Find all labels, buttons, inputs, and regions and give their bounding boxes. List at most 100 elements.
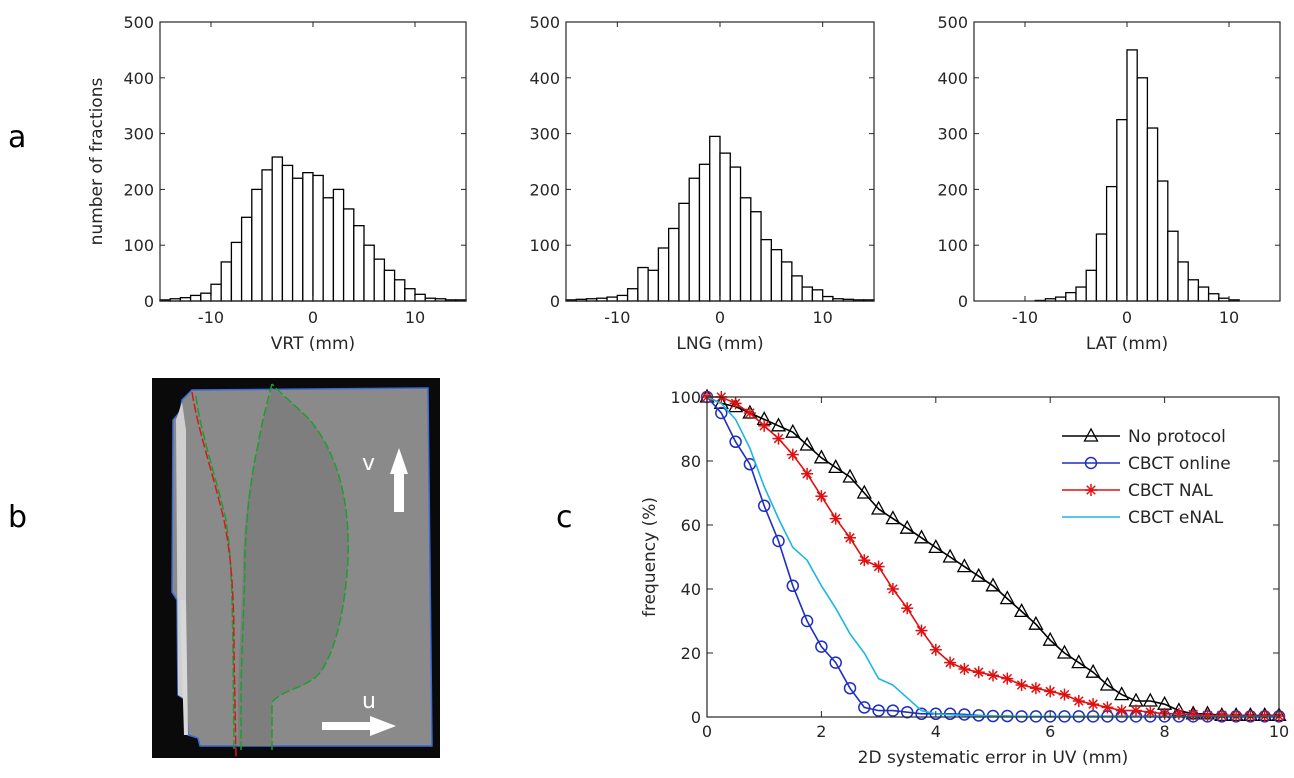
x-tick-label: 0 bbox=[1122, 308, 1132, 327]
x-tick-label: 10 bbox=[1219, 308, 1239, 327]
histogram-bar bbox=[1075, 286, 1087, 302]
legend-entry: CBCT online bbox=[1062, 454, 1231, 474]
histogram-bar bbox=[353, 225, 365, 302]
x-axis-label: 2D systematic error in UV (mm) bbox=[858, 748, 1129, 768]
histogram-bar bbox=[647, 269, 660, 302]
star-marker bbox=[1215, 709, 1228, 722]
histogram-1: 0 100 200 300 400 500 -10 0 10 VRT (mm) number of … bbox=[87, 13, 467, 354]
triangle-marker bbox=[856, 484, 872, 499]
histogram-bar bbox=[1095, 233, 1108, 302]
x-tick-label: -10 bbox=[198, 308, 224, 327]
triangle-marker bbox=[985, 577, 1001, 592]
star-marker bbox=[1087, 698, 1100, 711]
histogram-bar bbox=[322, 197, 335, 302]
star-marker bbox=[1029, 682, 1042, 695]
histogram-bar bbox=[616, 294, 629, 302]
triangle-marker bbox=[842, 468, 858, 483]
x-axis-label: LAT (mm) bbox=[1086, 334, 1168, 354]
circle-marker bbox=[886, 704, 900, 717]
star-marker bbox=[944, 656, 957, 669]
triangle-marker bbox=[828, 459, 844, 474]
u-axis-label: u bbox=[362, 689, 376, 714]
histogram-bar bbox=[291, 177, 304, 302]
x-tick-label: 10 bbox=[812, 308, 832, 327]
histogram-bar bbox=[383, 269, 396, 302]
x-axis-label: LNG (mm) bbox=[676, 334, 763, 354]
x-tick-label: 4 bbox=[931, 722, 941, 741]
star-marker bbox=[972, 666, 985, 679]
y-tick-label: 0 bbox=[691, 708, 701, 727]
green-contour-outer bbox=[240, 383, 349, 750]
x-tick-label: 8 bbox=[1160, 722, 1170, 741]
x-tick-label: -10 bbox=[1012, 308, 1038, 327]
y-tick-label: 400 bbox=[937, 69, 968, 88]
red-contour bbox=[191, 391, 237, 759]
star-marker bbox=[1044, 685, 1057, 698]
circle-marker bbox=[829, 656, 842, 669]
histogram-bar bbox=[791, 275, 803, 302]
star-marker bbox=[801, 467, 814, 480]
y-tick-label: 500 bbox=[529, 13, 560, 32]
legend-label: CBCT eNAL bbox=[1128, 508, 1224, 528]
triangle-marker bbox=[1114, 686, 1130, 701]
triangle-marker bbox=[813, 449, 829, 464]
histogram-bar bbox=[709, 135, 721, 302]
histogram-bar bbox=[668, 227, 680, 302]
histogram-bar bbox=[281, 164, 294, 302]
phantom-left-edge bbox=[180, 600, 188, 735]
triangle-marker bbox=[1085, 663, 1101, 678]
histogram-bar bbox=[822, 295, 834, 302]
triangle-marker bbox=[885, 510, 901, 525]
star-marker bbox=[1015, 679, 1028, 691]
star-marker bbox=[829, 512, 842, 525]
circle-marker bbox=[786, 579, 800, 593]
circle-marker bbox=[800, 614, 814, 628]
legend: No protocol CBCT online CBCT NAL CBCT eNAL bbox=[1062, 427, 1231, 528]
histogram-bar bbox=[200, 292, 212, 302]
y-tick-label: 100 bbox=[123, 236, 154, 255]
histogram-bar bbox=[770, 249, 783, 302]
histogram-bar bbox=[698, 163, 711, 302]
triangle-marker bbox=[913, 529, 930, 544]
star-marker bbox=[987, 669, 999, 682]
star-marker bbox=[1172, 707, 1185, 720]
circle-marker bbox=[757, 499, 771, 513]
star-marker bbox=[1085, 484, 1097, 496]
green-contour-inner bbox=[195, 395, 235, 751]
panel-letter-a: a bbox=[8, 120, 27, 155]
y-tick-label: 0 bbox=[144, 292, 154, 311]
star-marker bbox=[872, 560, 885, 573]
histogram-3: 0 100 200 300 400 500 -10 0 10 LAT (mm) bbox=[937, 13, 1281, 354]
histogram-bar bbox=[271, 156, 284, 302]
star-marker bbox=[743, 407, 756, 419]
x-tick-label: 10 bbox=[405, 308, 425, 327]
line-chart-layer: 0 20 40 60 80 100 0 2 4 6 8 10 2D systematic error i… bbox=[640, 388, 1289, 768]
ct-image-panel: v u bbox=[152, 378, 440, 759]
cumulative-frequency-chart: 0 20 40 60 80 100 0 2 4 6 8 10 2D systematic error i… bbox=[640, 388, 1289, 768]
histogram-bar bbox=[342, 208, 355, 302]
triangle-marker bbox=[1128, 692, 1144, 707]
star-marker bbox=[929, 643, 942, 656]
triangle-marker bbox=[999, 590, 1015, 605]
star-marker bbox=[1187, 708, 1200, 721]
star-marker bbox=[1072, 695, 1085, 707]
legend-label: No protocol bbox=[1128, 427, 1226, 447]
y-tick-label: 60 bbox=[681, 516, 701, 535]
star-marker bbox=[1201, 709, 1214, 722]
triangle-marker bbox=[971, 567, 987, 582]
histogram-bar bbox=[780, 261, 793, 302]
histogram-bar bbox=[240, 216, 253, 302]
circle-marker bbox=[858, 701, 871, 714]
star-marker bbox=[758, 419, 771, 432]
star-marker bbox=[858, 554, 871, 567]
histogram-bar bbox=[657, 247, 670, 302]
y-tick-label: 300 bbox=[123, 125, 154, 144]
histogram-bar bbox=[1065, 291, 1077, 302]
histogram-bar bbox=[220, 261, 233, 302]
histogram-bar bbox=[251, 188, 263, 302]
star-marker bbox=[958, 663, 971, 675]
circle-marker bbox=[729, 435, 742, 449]
x-tick-label: 6 bbox=[1045, 722, 1055, 741]
histogram-bar bbox=[729, 166, 742, 302]
histogram-bar bbox=[1116, 119, 1128, 302]
